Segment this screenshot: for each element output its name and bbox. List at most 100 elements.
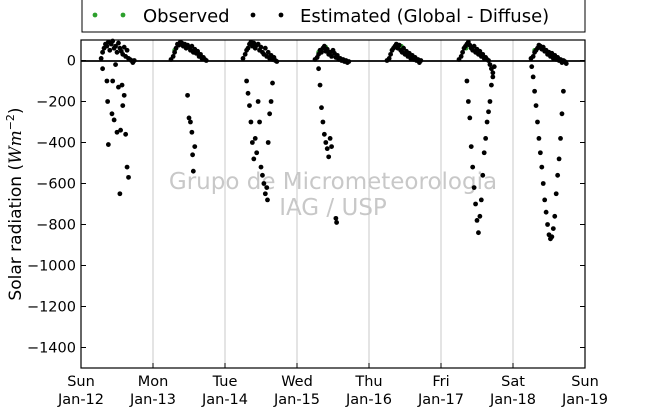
watermark: Grupo de Micrometeorologia IAG / USP — [169, 169, 497, 221]
estimated-point — [189, 129, 195, 135]
vertical-gridlines — [152, 40, 514, 368]
y-axis-ticks: 0 −200 −400 −600 −800 −1000 −1200 −1400 — [27, 54, 585, 357]
estimated-point — [533, 103, 539, 108]
estimated-point — [478, 197, 484, 203]
estimated-point — [265, 197, 270, 203]
estimated-point — [486, 109, 491, 115]
estimated-point — [274, 59, 280, 64]
estimated-point — [319, 105, 324, 111]
x-tick-label-day: Sat — [501, 374, 525, 390]
estimated-point — [480, 172, 486, 178]
estimated-point — [104, 78, 110, 84]
estimated-point — [530, 74, 536, 80]
plot-frame — [80, 39, 586, 369]
watermark-line-1: Grupo de Micrometeorologia — [169, 169, 497, 195]
estimated-point — [190, 168, 196, 174]
estimated-point — [334, 220, 339, 225]
estimated-point — [105, 99, 111, 104]
estimated-point — [119, 82, 125, 88]
x-tick-label-day: Tue — [212, 374, 238, 390]
x-tick-label-date: Jan-14 — [201, 392, 248, 408]
estimated-point — [465, 99, 471, 104]
estimated-point — [489, 82, 494, 88]
estimated-point — [123, 131, 129, 137]
estimated-point — [98, 56, 104, 61]
estimated-point — [321, 131, 327, 137]
estimated-point — [396, 42, 402, 48]
estimated-point — [418, 58, 424, 63]
y-axis-label-close: ) — [6, 107, 26, 114]
legend-box — [81, 0, 586, 33]
estimated-point — [254, 150, 260, 156]
estimated-point — [267, 111, 273, 117]
estimated-point — [265, 140, 271, 145]
estimated-point — [327, 136, 333, 141]
x-axis-ticks: Sun Jan-12 Mon Jan-13 Tue Jan-14 Wed Jan-15 Thu J… — [57, 363, 608, 408]
estimated-point — [490, 74, 496, 80]
estimated-point — [476, 230, 481, 236]
estimated-point — [460, 49, 465, 55]
x-tick-label-day: Wed — [281, 374, 313, 390]
estimated-point — [268, 99, 274, 104]
estimated-point — [113, 43, 118, 49]
estimated-point — [189, 43, 195, 49]
estimated-point — [329, 54, 334, 59]
x-tick-label-date: Jan-17 — [417, 392, 464, 408]
x-tick-label-day: Sun — [571, 374, 599, 390]
estimated-point — [483, 136, 489, 141]
x-tick-label-day: Sun — [67, 374, 95, 390]
estimated-point — [116, 40, 121, 46]
estimated-point — [258, 44, 264, 50]
estimated-point — [249, 140, 255, 145]
estimated-point — [261, 181, 267, 186]
y-tick-label: −1000 — [27, 259, 76, 275]
x-tick-label-date: Jan-13 — [129, 392, 176, 408]
estimated-point — [121, 92, 127, 98]
y-axis-label-main: Solar radiation ( — [6, 164, 26, 301]
estimated-point — [173, 45, 179, 51]
estimated-point — [245, 90, 251, 96]
plot-background — [81, 40, 585, 368]
estimated-point — [262, 191, 268, 197]
estimated-point — [540, 44, 546, 50]
legend: Observed Estimated (Global - Diffuse) — [81, 0, 586, 33]
estimated-point — [561, 88, 566, 94]
watermark-line-2: IAG / USP — [279, 195, 387, 221]
estimated-point — [484, 119, 490, 125]
estimated-point — [251, 156, 257, 162]
estimated-point — [490, 70, 496, 76]
estimated-point — [550, 226, 556, 232]
estimated-point — [320, 119, 326, 125]
estimated-point — [319, 49, 324, 55]
estimated-point — [333, 215, 339, 221]
estimated-point — [118, 127, 123, 133]
estimated-point — [549, 234, 555, 240]
y-tick-label: −400 — [36, 136, 76, 152]
estimated-point — [386, 56, 392, 61]
estimated-point — [471, 185, 477, 191]
estimated-point — [529, 64, 535, 70]
estimated-point — [190, 152, 196, 158]
estimated-point — [486, 58, 491, 63]
estimated-point — [262, 45, 268, 51]
x-tick-label-date: Jan-19 — [561, 392, 608, 408]
estimated-point — [107, 47, 113, 53]
estimated-point — [186, 115, 192, 121]
estimated-point — [244, 78, 250, 84]
estimated-point — [264, 185, 270, 191]
legend-estimated-marker — [278, 12, 284, 18]
y-tick-label: −800 — [36, 218, 76, 234]
x-tick-label-date: Jan-18 — [489, 392, 536, 408]
estimated-point — [117, 191, 123, 197]
estimated-point — [126, 174, 131, 180]
estimated-point — [124, 164, 130, 170]
estimated-point — [477, 48, 483, 54]
estimated-point — [260, 172, 265, 178]
legend-estimated-marker — [250, 12, 256, 18]
estimated-point — [323, 140, 329, 145]
estimated-point — [242, 51, 248, 57]
legend-observed-label: Observed — [143, 6, 230, 27]
legend-observed-marker — [120, 12, 126, 18]
estimated-point — [556, 156, 562, 162]
